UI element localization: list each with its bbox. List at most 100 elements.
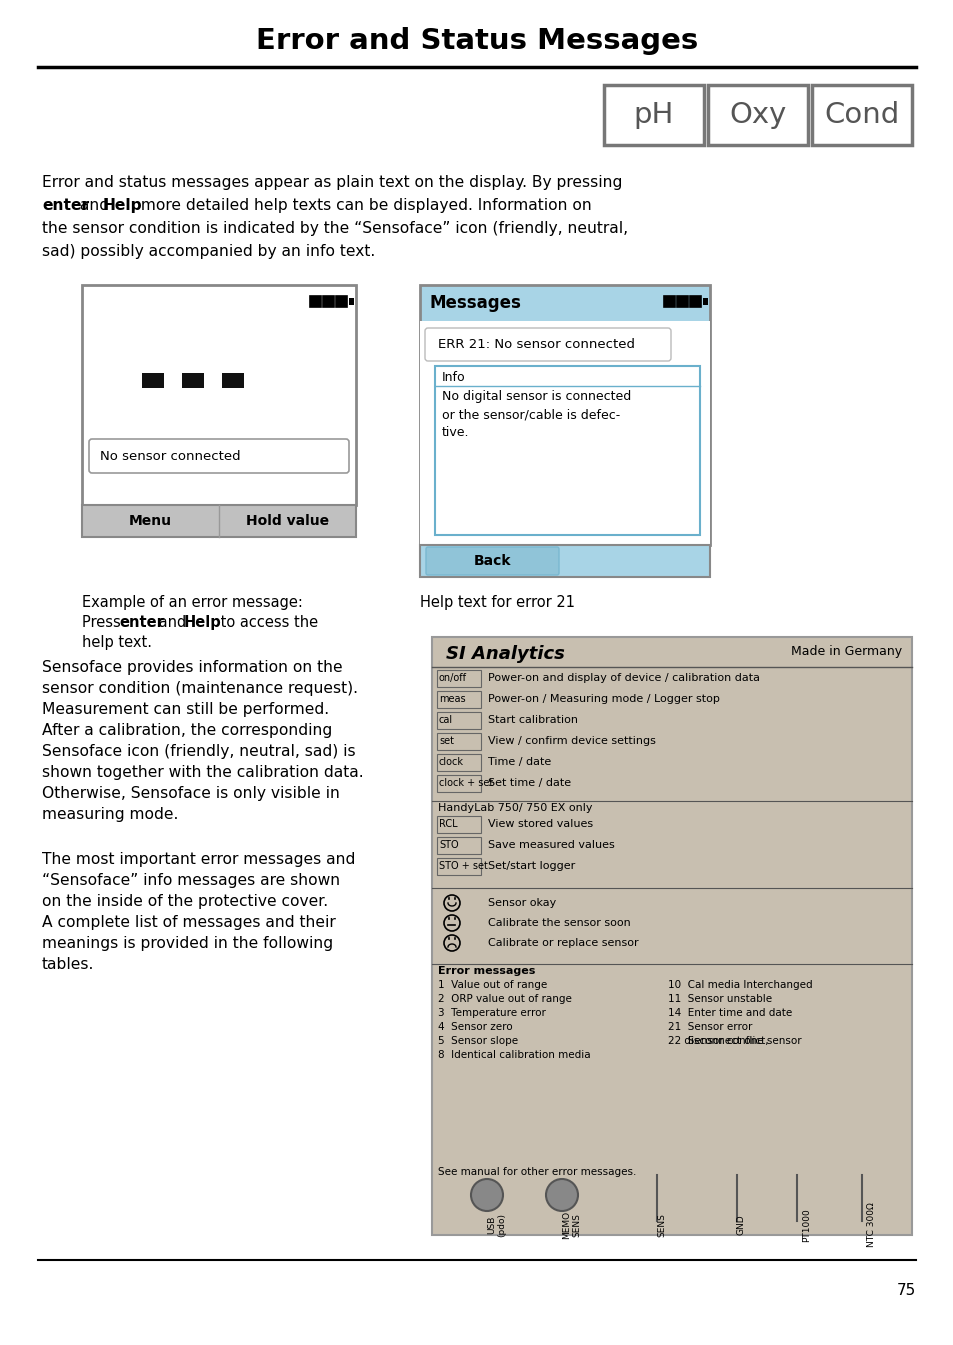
Text: pH: pH [633, 101, 674, 129]
Text: Error messages: Error messages [437, 966, 535, 976]
Text: Oxy: Oxy [728, 101, 786, 129]
FancyBboxPatch shape [426, 547, 558, 576]
Text: Sensor okay: Sensor okay [488, 898, 556, 908]
Text: Calibrate or replace sensor: Calibrate or replace sensor [488, 937, 638, 948]
Bar [142, 373, 164, 387]
Text: Save measured values: Save measured values [488, 841, 614, 850]
Text: sensor condition (maintenance request).: sensor condition (maintenance request). [42, 681, 357, 695]
FancyBboxPatch shape [436, 816, 480, 833]
Bar [222, 373, 244, 387]
Text: Back: Back [474, 554, 511, 568]
Bar [82, 285, 355, 504]
Text: 11  Sensor unstable: 11 Sensor unstable [667, 994, 771, 1003]
Text: Measurement can still be performed.: Measurement can still be performed. [42, 702, 329, 717]
Text: enter: enter [42, 198, 89, 213]
Text: to access the: to access the [215, 615, 317, 629]
FancyBboxPatch shape [436, 733, 480, 751]
Circle shape [545, 1180, 578, 1210]
Text: 8  Identical calibration media: 8 Identical calibration media [437, 1050, 590, 1060]
Text: SENS: SENS [657, 1213, 665, 1237]
Text: on/off: on/off [438, 672, 467, 683]
Text: , more detailed help texts can be displayed. Information on: , more detailed help texts can be displa… [131, 198, 591, 213]
FancyBboxPatch shape [424, 328, 670, 360]
Text: “Sensoface” info messages are shown: “Sensoface” info messages are shown [42, 873, 340, 888]
Text: Sensoface provides information on the: Sensoface provides information on the [42, 660, 342, 675]
Text: Cond: Cond [823, 101, 899, 129]
Text: 5  Sensor slope: 5 Sensor slope [437, 1036, 517, 1046]
Text: Press: Press [82, 615, 125, 629]
Text: Help text for error 21: Help text for error 21 [419, 594, 575, 611]
Text: After a calibration, the corresponding: After a calibration, the corresponding [42, 724, 332, 738]
Bar [419, 285, 709, 321]
Text: set: set [438, 736, 454, 746]
Text: Otherwise, Sensoface is only visible in: Otherwise, Sensoface is only visible in [42, 785, 339, 802]
Bar [702, 299, 707, 305]
Text: Calibrate the sensor soon: Calibrate the sensor soon [488, 919, 630, 928]
Text: enter: enter [119, 615, 164, 629]
Bar [82, 504, 355, 537]
Bar [182, 373, 204, 387]
Text: measuring mode.: measuring mode. [42, 807, 178, 822]
Text: shown together with the calibration data.: shown together with the calibration data… [42, 765, 363, 780]
Text: STO: STO [438, 841, 458, 850]
Text: Messages: Messages [430, 295, 521, 312]
Text: and: and [75, 198, 113, 213]
Text: MEMO
SENS: MEMO SENS [561, 1210, 580, 1239]
Text: and: and [153, 615, 191, 629]
Text: 10  Cal media Interchanged: 10 Cal media Interchanged [667, 981, 812, 990]
Text: meas: meas [438, 694, 465, 703]
Text: clock: clock [438, 757, 463, 767]
Text: 1  Value out of range: 1 Value out of range [437, 981, 547, 990]
Text: Power-on and display of device / calibration data: Power-on and display of device / calibra… [488, 672, 760, 683]
Text: tables.: tables. [42, 958, 94, 972]
Text: 21  Sensor error: 21 Sensor error [667, 1022, 752, 1032]
FancyBboxPatch shape [436, 691, 480, 707]
FancyBboxPatch shape [436, 712, 480, 729]
Bar [432, 638, 911, 1235]
Text: 14  Enter time and date: 14 Enter time and date [667, 1007, 791, 1018]
Text: Hold value: Hold value [246, 514, 329, 529]
Text: disconnect one sensor: disconnect one sensor [667, 1036, 801, 1046]
Text: Set/start logger: Set/start logger [488, 861, 575, 872]
Bar [419, 285, 709, 545]
Circle shape [471, 1180, 502, 1210]
Text: Time / date: Time / date [488, 757, 551, 767]
FancyBboxPatch shape [436, 775, 480, 792]
Text: the sensor condition is indicated by the “Sensoface” icon (friendly, neutral,: the sensor condition is indicated by the… [42, 221, 627, 235]
Bar [419, 545, 709, 577]
Text: 4  Sensor zero: 4 Sensor zero [437, 1022, 512, 1032]
Text: HandyLab 750/ 750 EX only: HandyLab 750/ 750 EX only [437, 803, 592, 812]
Bar [419, 321, 709, 545]
FancyBboxPatch shape [436, 837, 480, 854]
Text: Help: Help [103, 198, 143, 213]
Text: The most important error messages and: The most important error messages and [42, 851, 355, 868]
Text: Example of an error message:: Example of an error message: [82, 594, 302, 611]
Text: No digital sensor is connected
or the sensor/cable is defec-
tive.: No digital sensor is connected or the se… [441, 390, 631, 438]
Text: 75: 75 [896, 1283, 915, 1298]
Text: cal: cal [438, 716, 453, 725]
Text: Start calibration: Start calibration [488, 716, 578, 725]
Text: meanings is provided in the following: meanings is provided in the following [42, 936, 333, 951]
Text: Help: Help [184, 615, 221, 629]
Bar [435, 366, 700, 535]
Text: NTC 300Ω: NTC 300Ω [866, 1202, 875, 1247]
Bar [310, 296, 320, 307]
Text: View stored values: View stored values [488, 819, 593, 829]
Text: help text.: help text. [82, 635, 152, 650]
Text: No sensor connected: No sensor connected [100, 449, 240, 463]
Text: USB
(pdo): USB (pdo) [486, 1213, 506, 1237]
FancyBboxPatch shape [811, 85, 911, 145]
Text: Info: Info [441, 371, 465, 385]
Text: Error and status messages appear as plain text on the display. By pressing: Error and status messages appear as plai… [42, 175, 621, 190]
FancyBboxPatch shape [436, 670, 480, 687]
Text: ERR 21: No sensor connected: ERR 21: No sensor connected [437, 338, 635, 351]
FancyBboxPatch shape [707, 85, 807, 145]
Bar [335, 296, 347, 307]
Text: View / confirm device settings: View / confirm device settings [488, 736, 656, 746]
Bar [689, 296, 700, 307]
Text: RCL: RCL [438, 819, 457, 829]
Bar [663, 296, 675, 307]
Text: See manual for other error messages.: See manual for other error messages. [437, 1167, 636, 1177]
Bar [323, 296, 334, 307]
Text: Set time / date: Set time / date [488, 777, 571, 788]
